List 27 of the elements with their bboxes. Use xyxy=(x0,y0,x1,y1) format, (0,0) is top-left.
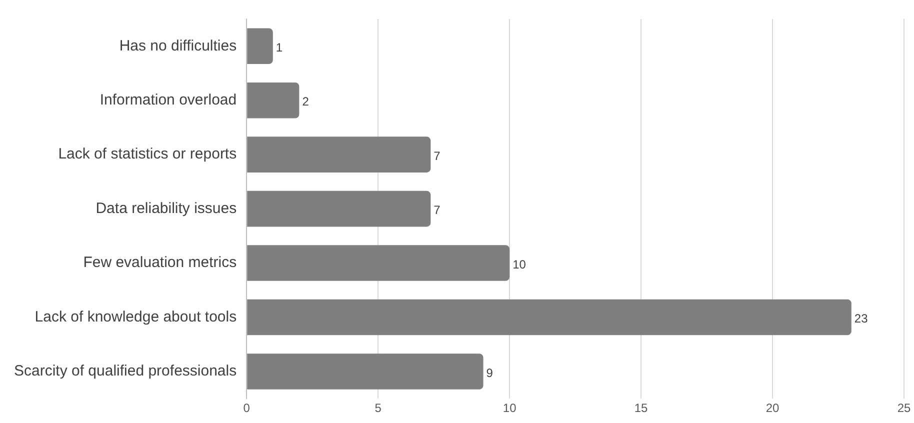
data-label: 23 xyxy=(854,312,868,326)
data-label: 10 xyxy=(512,257,526,272)
data-label: 2 xyxy=(302,94,310,109)
data-label: 7 xyxy=(434,203,441,218)
y-tick-label: Lack of knowledge about tools xyxy=(34,308,237,326)
y-tick-label: Information overload xyxy=(100,91,237,108)
data-label: 9 xyxy=(486,366,494,380)
bar xyxy=(247,136,431,172)
bar xyxy=(247,245,510,281)
x-tick-label: 5 xyxy=(374,401,382,416)
data-label: 1 xyxy=(276,40,283,54)
bar xyxy=(247,82,300,118)
x-tick-label: 10 xyxy=(502,401,517,416)
y-tick-label: Lack of statistics or reports xyxy=(58,146,237,163)
y-tick-label: Data reliability issues xyxy=(96,200,237,217)
y-tick-label: Few evaluation metrics xyxy=(83,254,237,272)
y-tick-label: Has no difficulties xyxy=(119,37,237,54)
y-tick-label: Scarcity of qualified professionals xyxy=(14,362,237,380)
bar xyxy=(247,190,431,227)
x-tick-label: 25 xyxy=(897,401,911,416)
bar xyxy=(247,299,852,336)
bar xyxy=(247,28,273,64)
data-label: 7 xyxy=(434,148,441,163)
bar xyxy=(247,354,484,390)
x-tick-label: 15 xyxy=(634,401,648,416)
x-tick-label: 20 xyxy=(766,401,780,416)
x-tick-label: 0 xyxy=(243,401,250,416)
